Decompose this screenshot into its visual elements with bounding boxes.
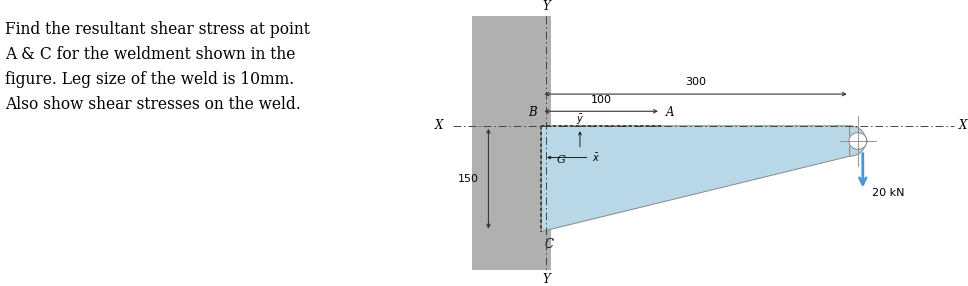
- Text: Find the resultant shear stress at point
A & C for the weldment shown in the
fig: Find the resultant shear stress at point…: [5, 21, 310, 113]
- Polygon shape: [849, 133, 867, 149]
- Polygon shape: [541, 126, 850, 232]
- Text: 20 kN: 20 kN: [872, 188, 905, 198]
- Text: X: X: [958, 119, 967, 132]
- Text: G: G: [557, 155, 565, 165]
- Text: 150: 150: [458, 174, 479, 184]
- Text: Y: Y: [542, 1, 550, 13]
- Text: X: X: [435, 119, 443, 132]
- Polygon shape: [850, 126, 866, 156]
- Text: B: B: [528, 106, 536, 119]
- Polygon shape: [472, 16, 551, 270]
- Text: A: A: [666, 106, 674, 119]
- Text: $\bar{x}$: $\bar{x}$: [592, 152, 600, 164]
- Text: 300: 300: [685, 78, 706, 88]
- Text: 100: 100: [590, 96, 612, 106]
- Text: $\bar{y}$: $\bar{y}$: [576, 113, 584, 127]
- Text: C: C: [544, 238, 554, 251]
- Text: Y: Y: [542, 273, 550, 285]
